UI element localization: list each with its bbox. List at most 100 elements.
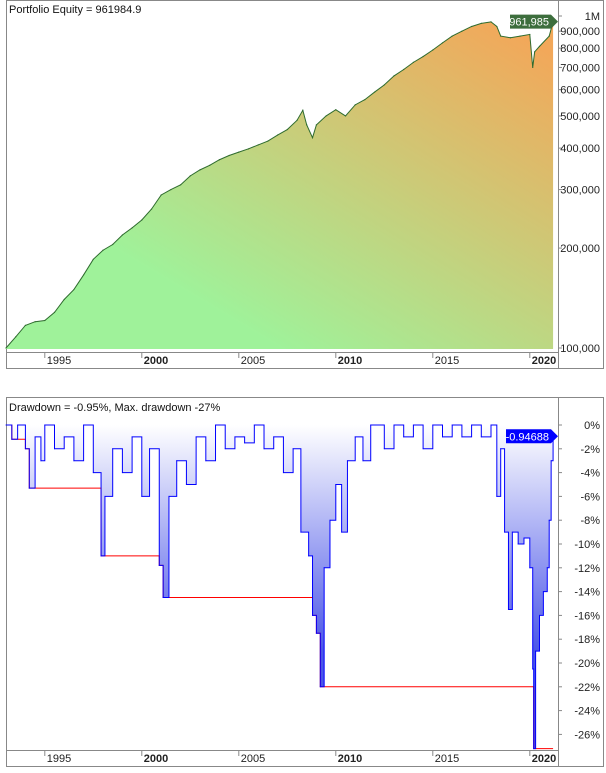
- equity-point: [412, 61, 414, 63]
- drawdown-point: [185, 484, 187, 485]
- equity-x-tick-label: 1995: [47, 355, 71, 367]
- equity-point: [238, 151, 240, 153]
- equity-x-tick-label: 2000: [144, 355, 168, 367]
- drawdown-point: [234, 436, 236, 438]
- drawdown-title: Drawdown = -0.95%, Max. drawdown -27%: [9, 402, 220, 414]
- equity-panel: 100,000 200,000 300,000 400,000 500,000 600,0…: [5, 0, 604, 369]
- drawdown-point: [215, 424, 217, 426]
- drawdown-x-tick-label: 2010: [338, 753, 362, 765]
- equity-y-tick-label: 100,000: [560, 343, 600, 355]
- drawdown-x-tick-label: 1995: [47, 753, 71, 765]
- equity-title: Portfolio Equity = 961984.9: [9, 4, 141, 16]
- equity-point: [496, 25, 498, 28]
- equity-point: [344, 115, 347, 117]
- drawdown-y-tick-label: -24%: [574, 706, 600, 718]
- equity-y-tick-label: 900,000: [560, 26, 600, 38]
- drawdown-point: [263, 448, 265, 450]
- equity-y-tick-label: 500,000: [560, 111, 600, 123]
- drawdown-point: [40, 460, 42, 462]
- equity-point: [199, 169, 201, 171]
- drawdown-x-tick-label: 2020: [532, 753, 556, 765]
- drawdown-point: [162, 597, 164, 599]
- drawdown-point: [319, 686, 321, 688]
- equity-last-value-badge: [510, 14, 558, 29]
- drawdown-point: [500, 448, 502, 450]
- drawdown-last-value-badge: [506, 429, 558, 444]
- equity-point: [24, 324, 26, 326]
- equity-point: [277, 134, 279, 136]
- equity-point: [441, 42, 444, 44]
- equity-point: [451, 35, 453, 37]
- equity-point: [228, 154, 230, 157]
- drawdown-point: [292, 448, 294, 450]
- drawdown-point: [370, 424, 372, 426]
- drawdown-point: [28, 487, 30, 489]
- equity-point: [302, 109, 304, 111]
- equity-x-tick-label: 2005: [241, 355, 265, 367]
- equity-y-tick-label: 800,000: [560, 43, 600, 55]
- drawdown-point: [412, 424, 414, 426]
- equity-point: [374, 91, 376, 93]
- equity-point: [296, 119, 298, 121]
- drawdown-point: [308, 555, 310, 557]
- drawdown-point: [224, 448, 226, 450]
- equity-x-tick-label: 2020: [532, 355, 556, 367]
- equity-point: [189, 175, 191, 177]
- drawdown-point: [100, 555, 102, 557]
- drawdown-point: [471, 424, 473, 426]
- drawdown-point: [24, 448, 26, 450]
- equity-point: [529, 33, 531, 36]
- equity-point: [5, 347, 7, 349]
- equity-point: [335, 109, 337, 111]
- drawdown-point: [517, 543, 519, 545]
- drawdown-point: [112, 448, 114, 450]
- equity-point: [325, 115, 327, 117]
- equity-point: [218, 159, 220, 161]
- drawdown-point: [323, 567, 325, 569]
- equity-point: [102, 249, 104, 251]
- equity-point: [548, 35, 550, 37]
- equity-point: [509, 37, 511, 39]
- equity-point: [247, 148, 250, 150]
- drawdown-point: [335, 484, 337, 485]
- drawdown-point: [54, 448, 55, 450]
- drawdown-point: [507, 608, 509, 610]
- equity-x-tick-label: 2015: [435, 355, 459, 367]
- equity-point: [315, 124, 317, 126]
- drawdown-point: [511, 531, 513, 533]
- equity-y-tick-label: 1M: [585, 11, 600, 23]
- drawdown-point: [550, 460, 552, 462]
- drawdown-point: [168, 495, 170, 497]
- equity-point: [286, 128, 288, 131]
- drawdown-point: [282, 472, 284, 474]
- equity-y-tick-label: 600,000: [560, 85, 600, 97]
- drawdown-panel: 0% -2% -4% -6% -8% -10% -12% -14% -16% -18% -20% -2…: [5, 397, 604, 767]
- equity-point: [461, 30, 463, 32]
- drawdown-point: [104, 495, 106, 497]
- drawdown-x-tick-label: 2005: [241, 753, 265, 765]
- equity-point: [500, 35, 502, 37]
- drawdown-y-tick-label: -14%: [574, 587, 600, 599]
- equity-point: [44, 319, 46, 322]
- equity-point: [490, 21, 492, 23]
- equity-point: [83, 274, 85, 276]
- equity-point: [311, 137, 314, 139]
- drawdown-point: [542, 591, 544, 593]
- drawdown-x-tick-label: 2015: [435, 753, 459, 765]
- equity-x-tick-label: 2010: [338, 355, 362, 367]
- drawdown-point: [362, 460, 364, 462]
- equity-point: [538, 45, 541, 47]
- drawdown-point: [5, 424, 7, 426]
- drawdown-point: [451, 424, 453, 426]
- drawdown-y-tick-label: -10%: [574, 539, 600, 551]
- drawdown-y-tick-label: -26%: [574, 729, 600, 741]
- drawdown-y-tick-label: -20%: [574, 658, 600, 670]
- drawdown-point: [393, 424, 395, 426]
- equity-point: [364, 99, 366, 101]
- equity-point: [112, 243, 114, 246]
- drawdown-last-value-label: -0.94688: [506, 431, 549, 443]
- drawdown-y-tick-label: -6%: [580, 491, 600, 503]
- equity-point: [403, 68, 405, 71]
- equity-point: [34, 321, 36, 323]
